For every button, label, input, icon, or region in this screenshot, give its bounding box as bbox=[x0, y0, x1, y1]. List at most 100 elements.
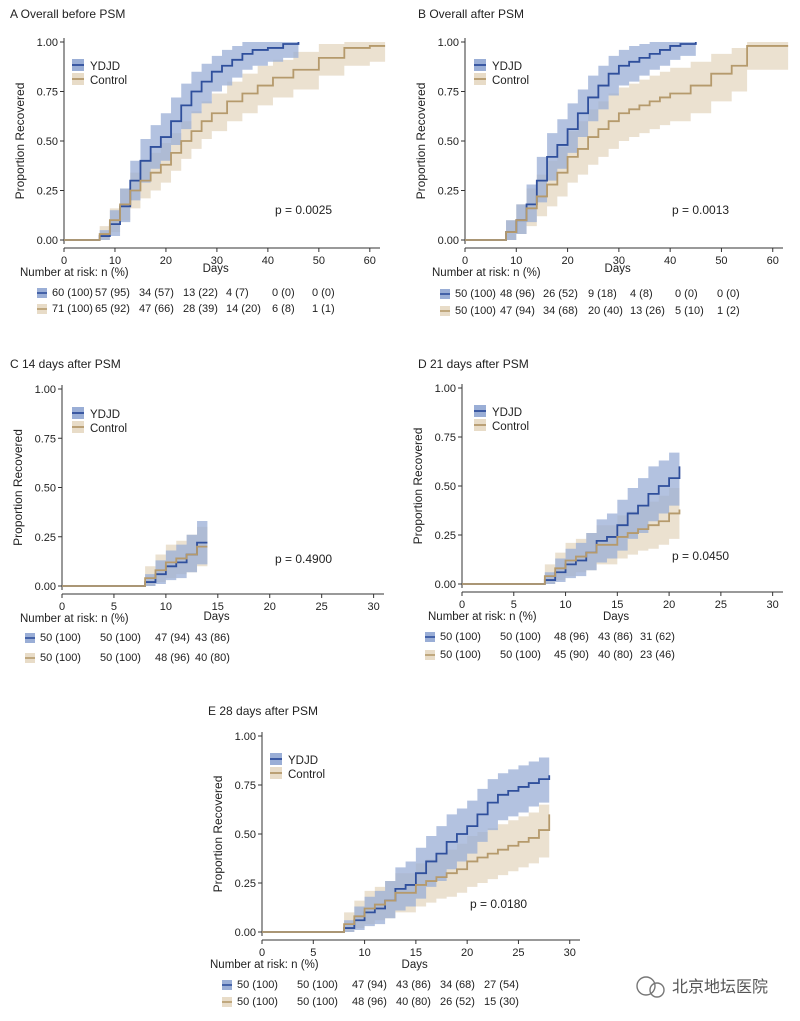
y-tick-label: 0.00 bbox=[235, 927, 256, 939]
legend-label: YDJD bbox=[288, 755, 318, 767]
y-tick-label: 0.75 bbox=[438, 87, 459, 99]
legend-label: YDJD bbox=[90, 61, 120, 73]
risk-cell: 27 (54) bbox=[484, 979, 519, 991]
x-tick-label: 60 bbox=[364, 255, 376, 267]
risk-cell: 28 (39) bbox=[183, 303, 218, 315]
y-tick-label: 0.00 bbox=[35, 581, 56, 593]
p-value: p = 0.4900 bbox=[275, 552, 332, 566]
y-tick-label: 0.75 bbox=[37, 87, 58, 99]
risk-cell: 4 (8) bbox=[630, 288, 653, 300]
chart-panel-b: B Overall after PSM 0.00 0.25 0.50 0.75 1.00 0… bbox=[414, 7, 789, 317]
risk-cell: 48 (96) bbox=[155, 652, 190, 664]
risk-cell: 14 (20) bbox=[226, 303, 261, 315]
risk-cell: 48 (96) bbox=[352, 996, 387, 1008]
risk-cell: 48 (96) bbox=[554, 631, 589, 643]
y-tick-label: 0.25 bbox=[35, 532, 56, 544]
y-tick-label: 0.50 bbox=[435, 481, 456, 493]
legend-label: Control bbox=[90, 423, 127, 435]
x-tick-label: 25 bbox=[512, 947, 524, 959]
panel-title: C 14 days after PSM bbox=[10, 357, 121, 371]
chart-panel-e: E 28 days after PSM 0.00 0.25 0.50 0.75 1.00 0… bbox=[208, 704, 580, 1008]
x-tick-label: 15 bbox=[410, 947, 422, 959]
risk-cell: 40 (80) bbox=[195, 652, 230, 664]
x-tick-label: 20 bbox=[461, 947, 473, 959]
y-tick-label: 1.00 bbox=[438, 37, 459, 49]
y-tick-label: 0.50 bbox=[235, 829, 256, 841]
y-tick-label: 1.00 bbox=[37, 37, 58, 49]
risk-cell: 4 (7) bbox=[226, 287, 249, 299]
y-tick-label: 0.00 bbox=[438, 235, 459, 247]
risk-cell: 50 (100) bbox=[237, 979, 278, 991]
p-value: p = 0.0180 bbox=[470, 897, 527, 911]
km-curve-ydjd bbox=[465, 42, 697, 241]
legend-label: YDJD bbox=[90, 409, 120, 421]
risk-cell: 0 (0) bbox=[312, 287, 335, 299]
risk-cell: 48 (96) bbox=[500, 288, 535, 300]
risk-cell: 50 (100) bbox=[455, 288, 496, 300]
risk-cell: 60 (100) bbox=[52, 287, 93, 299]
risk-cell: 50 (100) bbox=[500, 631, 541, 643]
ci-band-ydjd bbox=[62, 520, 208, 586]
x-axis-label: Days bbox=[603, 611, 629, 623]
x-tick-label: 15 bbox=[611, 599, 623, 611]
y-tick-label: 0.25 bbox=[438, 186, 459, 198]
risk-cell: 57 (95) bbox=[95, 287, 130, 299]
risk-table-title: Number at risk: n (%) bbox=[20, 267, 129, 279]
km-curve-control bbox=[465, 45, 789, 241]
x-tick-label: 10 bbox=[559, 599, 571, 611]
y-tick-label: 1.00 bbox=[235, 731, 256, 743]
x-axis-label: Days bbox=[203, 263, 229, 275]
x-tick-label: 20 bbox=[663, 599, 675, 611]
ci-band-control bbox=[64, 42, 386, 240]
x-tick-label: 50 bbox=[715, 255, 727, 267]
y-tick-label: 0.75 bbox=[235, 780, 256, 792]
panel-title: A Overall before PSM bbox=[10, 7, 125, 21]
p-value: p = 0.0025 bbox=[275, 203, 332, 217]
x-tick-label: 30 bbox=[613, 255, 625, 267]
risk-cell: 31 (62) bbox=[640, 631, 675, 643]
watermark: 北京地坛医院 bbox=[636, 976, 768, 998]
risk-cell: 23 (46) bbox=[640, 649, 675, 661]
risk-table-title: Number at risk: n (%) bbox=[432, 267, 541, 279]
x-tick-label: 10 bbox=[109, 255, 121, 267]
risk-cell: 6 (8) bbox=[272, 303, 295, 315]
x-tick-label: 0 bbox=[61, 255, 67, 267]
risk-cell: 50 (100) bbox=[297, 996, 338, 1008]
x-tick-label: 20 bbox=[160, 255, 172, 267]
x-tick-label: 20 bbox=[264, 601, 276, 613]
risk-table-title: Number at risk: n (%) bbox=[210, 959, 319, 971]
ci-band-ydjd bbox=[262, 755, 550, 932]
x-tick-label: 40 bbox=[664, 255, 676, 267]
risk-cell: 50 (100) bbox=[500, 649, 541, 661]
panel-title: D 21 days after PSM bbox=[418, 357, 529, 371]
risk-cell: 50 (100) bbox=[100, 632, 141, 644]
risk-cell: 26 (52) bbox=[543, 288, 578, 300]
legend-label: Control bbox=[90, 75, 127, 87]
y-tick-label: 0.25 bbox=[37, 186, 58, 198]
risk-cell: 50 (100) bbox=[40, 652, 81, 664]
x-tick-label: 30 bbox=[211, 255, 223, 267]
x-tick-label: 30 bbox=[564, 947, 576, 959]
x-tick-label: 5 bbox=[310, 947, 316, 959]
risk-cell: 13 (22) bbox=[183, 287, 218, 299]
risk-cell: 9 (18) bbox=[588, 288, 617, 300]
y-tick-label: 0.00 bbox=[435, 579, 456, 591]
x-tick-label: 50 bbox=[313, 255, 325, 267]
risk-cell: 65 (92) bbox=[95, 303, 130, 315]
risk-cell: 0 (0) bbox=[717, 288, 740, 300]
risk-cell: 26 (52) bbox=[440, 996, 475, 1008]
y-axis-label: Proportion Recovered bbox=[13, 83, 27, 200]
x-tick-label: 30 bbox=[767, 599, 779, 611]
x-tick-label: 0 bbox=[459, 599, 465, 611]
x-tick-label: 5 bbox=[511, 599, 517, 611]
risk-cell: 71 (100) bbox=[52, 303, 93, 315]
legend-label: Control bbox=[288, 769, 325, 781]
risk-cell: 13 (26) bbox=[630, 305, 665, 317]
risk-table-title: Number at risk: n (%) bbox=[428, 611, 537, 623]
panel-title: B Overall after PSM bbox=[418, 7, 524, 21]
watermark-text: 北京地坛医院 bbox=[672, 978, 768, 996]
km-curve-control bbox=[64, 45, 386, 241]
legend-label: Control bbox=[492, 421, 529, 433]
x-tick-label: 10 bbox=[358, 947, 370, 959]
